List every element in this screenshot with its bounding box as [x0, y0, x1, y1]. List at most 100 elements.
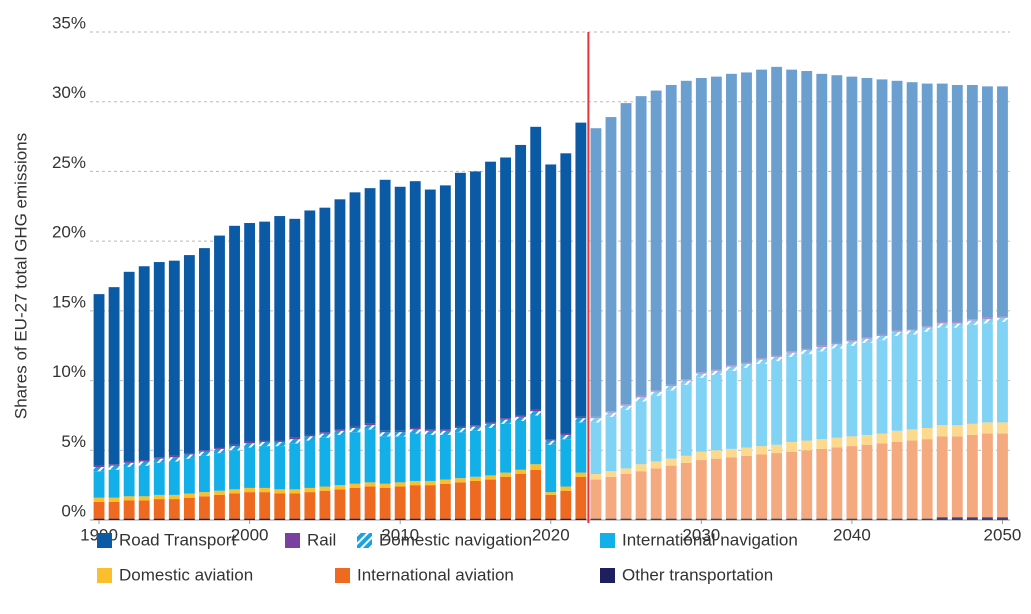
bar-segment: [771, 66, 783, 356]
bar-segment: [214, 235, 225, 448]
bar-segment: [936, 323, 948, 328]
bar-segment: [981, 317, 993, 320]
bar-segment: [515, 469, 527, 474]
bar-segment: [710, 369, 722, 371]
bar-segment: [304, 210, 316, 435]
y-tick-label: 0%: [61, 501, 86, 520]
bar-segment: [93, 467, 105, 472]
bar-segment: [349, 192, 361, 427]
bar-segment: [966, 320, 978, 325]
bar-segment: [470, 518, 481, 520]
bar-segment: [635, 397, 647, 402]
bar-segment: [936, 83, 948, 323]
bar-segment: [214, 518, 225, 520]
bar-segment: [665, 84, 677, 385]
bar-segment: [756, 358, 767, 360]
bar-segment: [304, 436, 316, 441]
bar-segment: [997, 86, 1008, 317]
bar-segment: [816, 347, 828, 352]
bar-segment: [334, 434, 346, 486]
bar-segment: [515, 416, 527, 422]
bar-segment: [304, 518, 316, 520]
bar-segment: [409, 480, 421, 486]
bar-segment: [168, 499, 180, 519]
bar-segment: [951, 327, 963, 426]
bar-segment: [123, 271, 135, 462]
bar-segment: [500, 476, 512, 519]
bar-segment: [470, 171, 481, 426]
legend-swatch: [600, 533, 615, 548]
bar-segment: [710, 76, 722, 370]
bar-segment: [831, 344, 843, 349]
bar-segment: [244, 487, 256, 493]
bar-segment: [710, 450, 722, 459]
bar-segment: [138, 461, 150, 466]
bar-segment: [108, 501, 120, 519]
bar-segment: [891, 80, 903, 331]
bar-segment: [966, 84, 978, 320]
bar-segment: [168, 518, 180, 520]
bar-segment: [951, 425, 963, 437]
bar-segment: [590, 422, 602, 474]
bar-segment: [846, 340, 858, 342]
bar-segment: [138, 465, 150, 497]
bar-segment: [966, 517, 978, 520]
bar-segment: [650, 395, 662, 462]
bar-segment: [289, 443, 301, 490]
bar-segment: [741, 72, 752, 363]
bar-segment: [394, 482, 406, 487]
bar-segment: [530, 464, 542, 470]
bar-segment: [454, 172, 466, 427]
bar-segment: [304, 492, 316, 519]
bar-segment: [545, 440, 557, 445]
bar-segment: [454, 478, 466, 483]
bar-segment: [906, 328, 918, 331]
bar-segment: [966, 434, 978, 518]
bar-segment: [786, 352, 798, 357]
bar-segment: [816, 351, 828, 440]
x-tick-label: 2050: [984, 525, 1022, 544]
bar-segment: [786, 518, 798, 520]
bar-segment: [801, 440, 813, 451]
bar-segment: [756, 446, 767, 455]
bar-segment: [951, 436, 963, 518]
bar-segment: [214, 494, 225, 519]
bar-segment: [665, 384, 677, 387]
bar-segment: [801, 354, 813, 441]
bar-segment: [289, 493, 301, 519]
bar-segment: [620, 473, 632, 519]
bar-segment: [620, 405, 632, 410]
bar-segment: [199, 496, 210, 519]
bar-segment: [274, 440, 286, 442]
bar-segment: [966, 423, 978, 435]
bar-segment: [515, 421, 527, 470]
bar-segment: [485, 475, 496, 480]
bar-segment: [153, 518, 165, 520]
bar-segment: [153, 457, 165, 459]
bar-segment: [138, 518, 150, 520]
bar-segment: [364, 423, 376, 426]
bar-segment: [153, 458, 165, 463]
bar-segment: [891, 441, 903, 519]
bar-segment: [891, 518, 903, 520]
bar-segment: [936, 425, 948, 437]
bar-segment: [454, 518, 466, 520]
bar-segment: [424, 189, 436, 430]
bar-segment: [244, 447, 256, 488]
bar-segment: [846, 436, 858, 447]
bar-segment: [605, 476, 617, 519]
bar-segment: [259, 492, 271, 519]
bar-segment: [93, 294, 105, 466]
bar-segment: [635, 471, 647, 519]
bar-segment: [680, 384, 692, 456]
bar-segment: [123, 462, 135, 468]
bar-segment: [199, 451, 210, 456]
bar-segment: [379, 432, 391, 437]
bar-segment: [695, 78, 707, 373]
bar-segment: [981, 422, 993, 434]
bar-segment: [138, 500, 150, 519]
bar-segment: [530, 415, 542, 465]
bar-segment: [695, 460, 707, 519]
bar-segment: [424, 429, 436, 431]
bar-segment: [229, 446, 240, 451]
